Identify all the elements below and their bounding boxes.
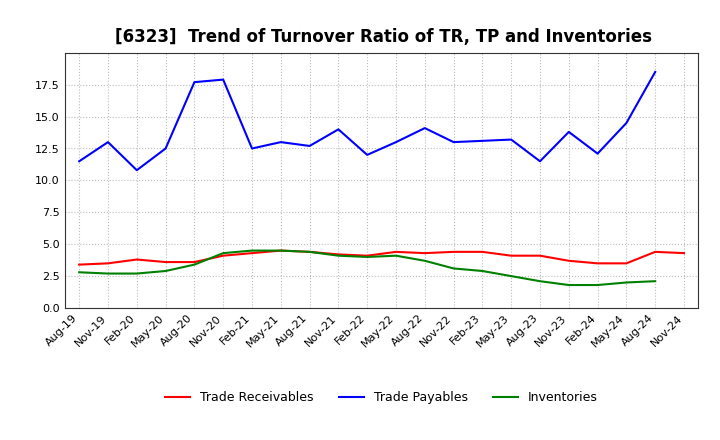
Trade Payables [75,159,84,164]
Inventories [651,279,660,284]
Legend: Trade Receivables, Trade Payables, Inventories: Trade Receivables, Trade Payables, Inven… [161,386,603,409]
Inventories [276,248,285,253]
Trade Receivables [449,249,458,254]
Inventories [161,268,170,274]
Trade Receivables [536,253,544,258]
Trade Payables [449,139,458,145]
Text: [6323]  Trend of Turnover Ratio of TR, TP and Inventories: [6323] Trend of Turnover Ratio of TR, TP… [115,28,652,46]
Inventories [305,249,314,254]
Inventories [507,273,516,279]
Trade Payables [622,120,631,126]
Trade Receivables [392,249,400,254]
Trade Payables [190,80,199,85]
Trade Receivables [75,262,84,267]
Trade Payables [420,125,429,131]
Trade Payables [276,139,285,145]
Inventories [248,248,256,253]
Inventories [334,253,343,258]
Trade Receivables [507,253,516,258]
Trade Payables [392,139,400,145]
Inventories [392,253,400,258]
Inventories [219,250,228,256]
Inventories [420,258,429,264]
Trade Payables [478,138,487,143]
Trade Payables [507,137,516,142]
Trade Payables [593,151,602,156]
Trade Payables [248,146,256,151]
Inventories [622,280,631,285]
Inventories [449,266,458,271]
Trade Receivables [248,250,256,256]
Line: Inventories: Inventories [79,251,655,285]
Inventories [363,254,372,260]
Inventories [564,282,573,288]
Inventories [593,282,602,288]
Trade Receivables [622,260,631,266]
Inventories [536,279,544,284]
Trade Receivables [334,252,343,257]
Trade Receivables [132,257,141,262]
Line: Trade Payables: Trade Payables [79,72,655,170]
Inventories [132,271,141,276]
Trade Payables [564,129,573,135]
Trade Receivables [104,260,112,266]
Trade Payables [161,146,170,151]
Inventories [75,270,84,275]
Trade Receivables [305,249,314,254]
Inventories [190,262,199,267]
Trade Payables [536,159,544,164]
Trade Payables [219,77,228,82]
Trade Receivables [161,260,170,265]
Trade Receivables [651,249,660,254]
Trade Receivables [478,249,487,254]
Trade Payables [651,69,660,74]
Trade Payables [305,143,314,149]
Trade Payables [334,127,343,132]
Inventories [478,268,487,274]
Trade Payables [363,152,372,158]
Trade Receivables [593,260,602,266]
Trade Receivables [363,253,372,258]
Trade Receivables [219,253,228,258]
Trade Receivables [420,250,429,256]
Line: Trade Receivables: Trade Receivables [79,251,684,264]
Trade Payables [132,168,141,173]
Trade Receivables [680,250,688,256]
Inventories [104,271,112,276]
Trade Receivables [190,260,199,265]
Trade Receivables [564,258,573,264]
Trade Receivables [276,248,285,253]
Trade Payables [104,139,112,145]
